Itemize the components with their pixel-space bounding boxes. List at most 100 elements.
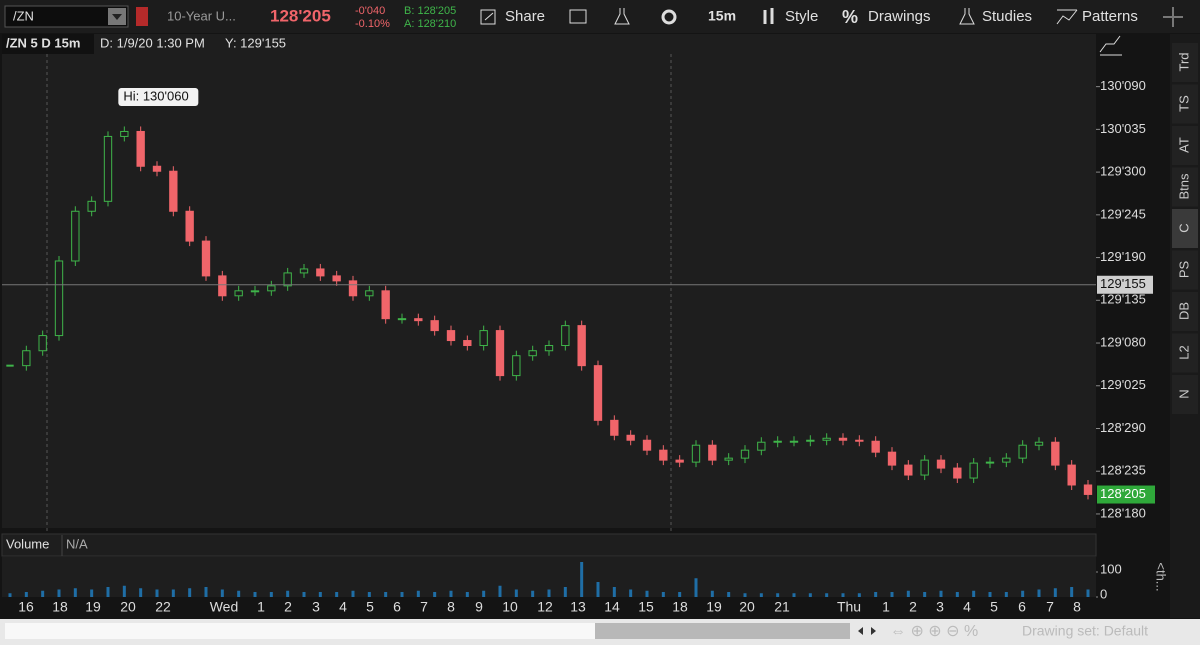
volume-bar [400, 592, 404, 597]
candle-body [936, 459, 946, 469]
patterns-button[interactable]: Patterns [1082, 8, 1138, 25]
candle-body [838, 437, 848, 441]
volume-bar [41, 590, 45, 597]
volume-bar [661, 592, 665, 597]
last-price-box [1097, 485, 1155, 504]
sidebar-tab-label[interactable]: PS [1176, 261, 1191, 279]
price-pane [2, 34, 1096, 528]
sidebar-tab-label[interactable]: AT [1176, 137, 1191, 153]
scroll-track[interactable] [5, 623, 595, 639]
candle-body [316, 268, 325, 277]
x-tick-label: 5 [990, 599, 998, 615]
add-button[interactable] [1163, 7, 1183, 27]
chart-style-icon[interactable] [1099, 35, 1122, 56]
crosshair-label-box [1097, 275, 1153, 294]
sidebar-tab[interactable] [1172, 209, 1198, 248]
high-label-box [118, 87, 199, 106]
style-button[interactable]: Style [785, 8, 818, 25]
sidebar-tab[interactable] [1172, 84, 1198, 124]
candle-body [299, 268, 309, 274]
y-tick-label: 129'190 [1100, 249, 1146, 264]
y-tick-label: 129'245 [1100, 206, 1146, 221]
patterns-icon[interactable] [1056, 9, 1078, 25]
volume-bar [188, 588, 192, 597]
share-icon[interactable] [480, 9, 496, 25]
candle-body [397, 318, 407, 321]
x-tick-label: 12 [537, 599, 553, 615]
cursor-value: Y: 129'155 [225, 35, 286, 50]
sidebar-tab[interactable] [1172, 126, 1198, 165]
candle-body [871, 440, 880, 453]
volume-bar [1086, 589, 1090, 597]
candle-body [789, 440, 799, 443]
candle-body [675, 459, 684, 463]
volume-bar [57, 589, 61, 597]
x-tick-label: 2 [284, 599, 292, 615]
candle-body [136, 130, 145, 167]
sidebar-tabs: Trd TS AT Btns C PS DB L2 N [1172, 43, 1198, 414]
volume-bar [318, 592, 322, 597]
x-tick-label: 4 [339, 599, 347, 615]
sidebar-tab[interactable] [1172, 333, 1198, 373]
sidebar-tab[interactable] [1172, 167, 1198, 207]
y-tick-label: 128'235 [1100, 463, 1146, 478]
volume-header [1, 533, 1097, 557]
sidebar-tab-label[interactable]: Btns [1176, 173, 1191, 200]
x-tick-label: Wed [210, 599, 239, 615]
link-indicator[interactable] [136, 7, 148, 26]
volume-bar [792, 593, 796, 597]
sidebar-tab[interactable] [1172, 43, 1198, 82]
studies-button[interactable]: Studies [982, 8, 1032, 25]
zoom-tools[interactable]: ⇔ ⊕ ⊕ ⊖ % [890, 623, 978, 640]
candle-body [724, 457, 733, 461]
drawing-set[interactable]: Drawing set: Default [1022, 623, 1148, 639]
sidebar-tab-label[interactable]: Trd [1176, 52, 1191, 71]
x-tick-label: 1 [257, 599, 265, 615]
last-price: 128'205 [270, 6, 331, 25]
scroll-arrows[interactable] [858, 627, 876, 635]
studies-flask-icon[interactable] [614, 8, 630, 25]
scroll-thumb[interactable] [595, 623, 850, 639]
sidebar-tab-label[interactable]: DB [1176, 302, 1191, 320]
sidebar-tab-label[interactable]: N [1176, 389, 1191, 398]
symbol-box[interactable] [4, 5, 129, 28]
candle-body [610, 419, 619, 436]
candle-body [1018, 444, 1027, 459]
sidebar-tab-label[interactable]: TS [1176, 95, 1191, 112]
candle-body [103, 135, 113, 202]
share-button[interactable]: Share [505, 8, 545, 25]
sidebar-tab[interactable] [1172, 375, 1198, 414]
sidebar-tab[interactable] [1172, 250, 1198, 290]
settings-icon[interactable] [661, 9, 677, 25]
candle-body [169, 170, 178, 212]
volume-bar [286, 590, 290, 597]
drawings-button[interactable]: Drawings [868, 8, 931, 25]
sidebar-tab-label[interactable]: L2 [1176, 345, 1191, 359]
sidebar-tab[interactable] [1172, 292, 1198, 331]
candle-body [593, 365, 603, 421]
volume-bar [596, 582, 600, 597]
description: 10-Year U... [167, 8, 236, 23]
symbol-header-box [2, 34, 94, 54]
sidebar-tab-label[interactable]: C [1176, 223, 1191, 232]
symbol[interactable]: /ZN [13, 8, 34, 23]
dropdown-arrow [112, 14, 122, 20]
candle-body [528, 350, 537, 357]
x-tick-label: 6 [1018, 599, 1026, 615]
volume-bar [1070, 587, 1074, 597]
volume-bar [988, 592, 992, 597]
interval[interactable]: 15m [708, 8, 736, 24]
volume-bar [923, 592, 927, 597]
style-icon[interactable] [763, 8, 774, 24]
x-tick-label: Thu [837, 599, 861, 615]
candle-body [1051, 441, 1060, 466]
drawings-icon[interactable]: % [842, 7, 858, 27]
volume-bar [351, 590, 355, 597]
x-tick-label: 21 [774, 599, 790, 615]
studies-icon[interactable] [959, 8, 975, 25]
collapse-label[interactable]: <th... [1154, 562, 1169, 591]
volume-bar [384, 592, 388, 597]
y-tick-label: 130'090 [1100, 78, 1146, 93]
snapshot-icon[interactable] [569, 9, 587, 24]
